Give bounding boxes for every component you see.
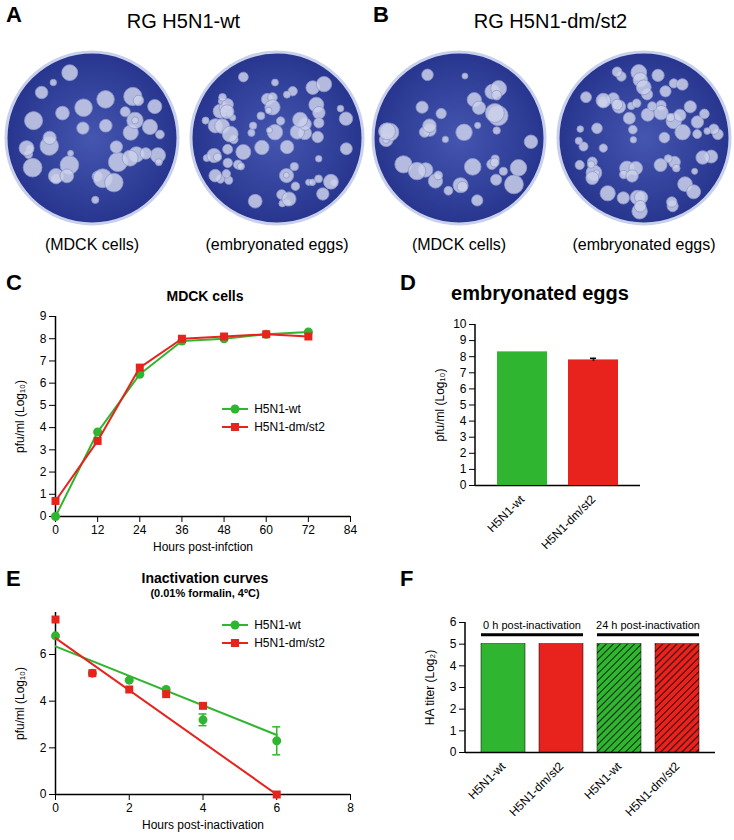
html-text:(MDCK cells): (MDCK cells) [411,236,507,253]
svg-text:8: 8 [40,332,47,346]
svg-text:HA titer (Log₂): HA titer (Log₂) [423,650,437,725]
html-text:Inactivation curves: Inactivation curves [141,570,269,586]
svg-text:6: 6 [40,376,47,390]
svg-text:48: 48 [217,523,231,537]
html-text:D: D [400,270,416,295]
html-text:B: B [373,2,389,27]
svg-text:5: 5 [40,398,47,412]
html-text:RG H5N1-wt: RG H5N1-wt [126,10,241,32]
svg-text:Hours post-inactivation: Hours post-inactivation [142,818,264,832]
html-text:(0.01% formalin, 4ºC): (0.01% formalin, 4ºC) [150,587,260,599]
svg-text:9: 9 [460,333,467,347]
svg-text:72: 72 [302,523,316,537]
html-text:embryonated eggs: embryonated eggs [451,282,629,304]
svg-text:6: 6 [40,647,47,661]
svg-text:H5N1-wt: H5N1-wt [581,759,624,802]
svg-text:1: 1 [450,724,457,738]
html-text:MDCK cells: MDCK cells [166,288,244,304]
svg-text:2: 2 [460,446,467,460]
svg-text:H5N1-dm/st2: H5N1-dm/st2 [538,492,598,552]
svg-text:12: 12 [91,523,105,537]
svg-text:2: 2 [450,702,457,716]
svg-text:H5N1-wt: H5N1-wt [484,492,527,535]
html-text:A: A [6,2,22,27]
svg-text:4: 4 [40,694,47,708]
svg-text:3: 3 [460,430,467,444]
svg-text:36: 36 [175,523,189,537]
svg-text:H5N1-wt: H5N1-wt [465,759,508,802]
svg-text:1: 1 [40,487,47,501]
html-text:RG H5N1-dm/st2: RG H5N1-dm/st2 [473,10,628,32]
svg-text:3: 3 [40,443,47,457]
svg-text:0: 0 [40,787,47,801]
svg-text:7: 7 [460,366,467,380]
html-text:H5N1-dm/st2: H5N1-dm/st2 [254,635,325,650]
svg-text:60: 60 [260,523,274,537]
svg-text:84: 84 [344,523,358,537]
html-text:(embryonated eggs): (embryonated eggs) [572,236,716,253]
svg-text:0 h post-inactivation: 0 h post-inactivation [483,619,581,631]
svg-text:9: 9 [40,309,47,323]
html-text:H5N1-wt: H5N1-wt [254,402,301,416]
svg-text:3: 3 [450,680,457,694]
svg-text:4: 4 [200,801,207,815]
svg-text:6: 6 [460,382,467,396]
svg-text:8: 8 [347,801,354,815]
svg-text:0: 0 [52,523,59,537]
svg-text:0: 0 [460,478,467,492]
svg-text:24 h post-inactivation: 24 h post-inactivation [596,619,700,631]
svg-text:2: 2 [40,741,47,755]
html-text:C: C [6,270,22,295]
svg-text:4: 4 [460,414,467,428]
svg-text:5: 5 [450,637,457,651]
svg-text:6: 6 [450,615,457,629]
svg-text:7: 7 [40,354,47,368]
svg-text:0: 0 [450,745,457,759]
svg-text:pfu/ml (Log₁₀): pfu/ml (Log₁₀) [433,368,447,441]
svg-text:4: 4 [40,420,47,434]
html-text:E: E [6,566,21,591]
svg-text:5: 5 [460,398,467,412]
svg-text:2: 2 [40,465,47,479]
html-text:H5N1-dm/st2: H5N1-dm/st2 [254,420,325,434]
svg-text:1: 1 [460,462,467,476]
svg-text:2: 2 [126,801,133,815]
svg-text:6: 6 [273,801,280,815]
svg-text:H5N1-dm/st2: H5N1-dm/st2 [506,759,566,819]
svg-text:0: 0 [40,509,47,523]
svg-text:8: 8 [460,350,467,364]
html-text:(embryonated eggs): (embryonated eggs) [205,236,349,253]
svg-text:10: 10 [453,317,467,331]
html-text:F: F [400,566,414,591]
svg-text:0: 0 [52,801,59,815]
html-text:H5N1-wt: H5N1-wt [254,617,301,632]
svg-text:pfu/ml (Log₁₀): pfu/ml (Log₁₀) [13,380,27,453]
svg-text:24: 24 [133,523,147,537]
svg-text:Hours post-infction: Hours post-infction [153,540,253,554]
html-text:(MDCK cells): (MDCK cells) [44,236,140,253]
svg-text:pfu/ml (Log₁₀): pfu/ml (Log₁₀) [13,667,27,740]
svg-text:4: 4 [450,659,457,673]
svg-text:H5N1-dm/st2: H5N1-dm/st2 [622,759,682,819]
